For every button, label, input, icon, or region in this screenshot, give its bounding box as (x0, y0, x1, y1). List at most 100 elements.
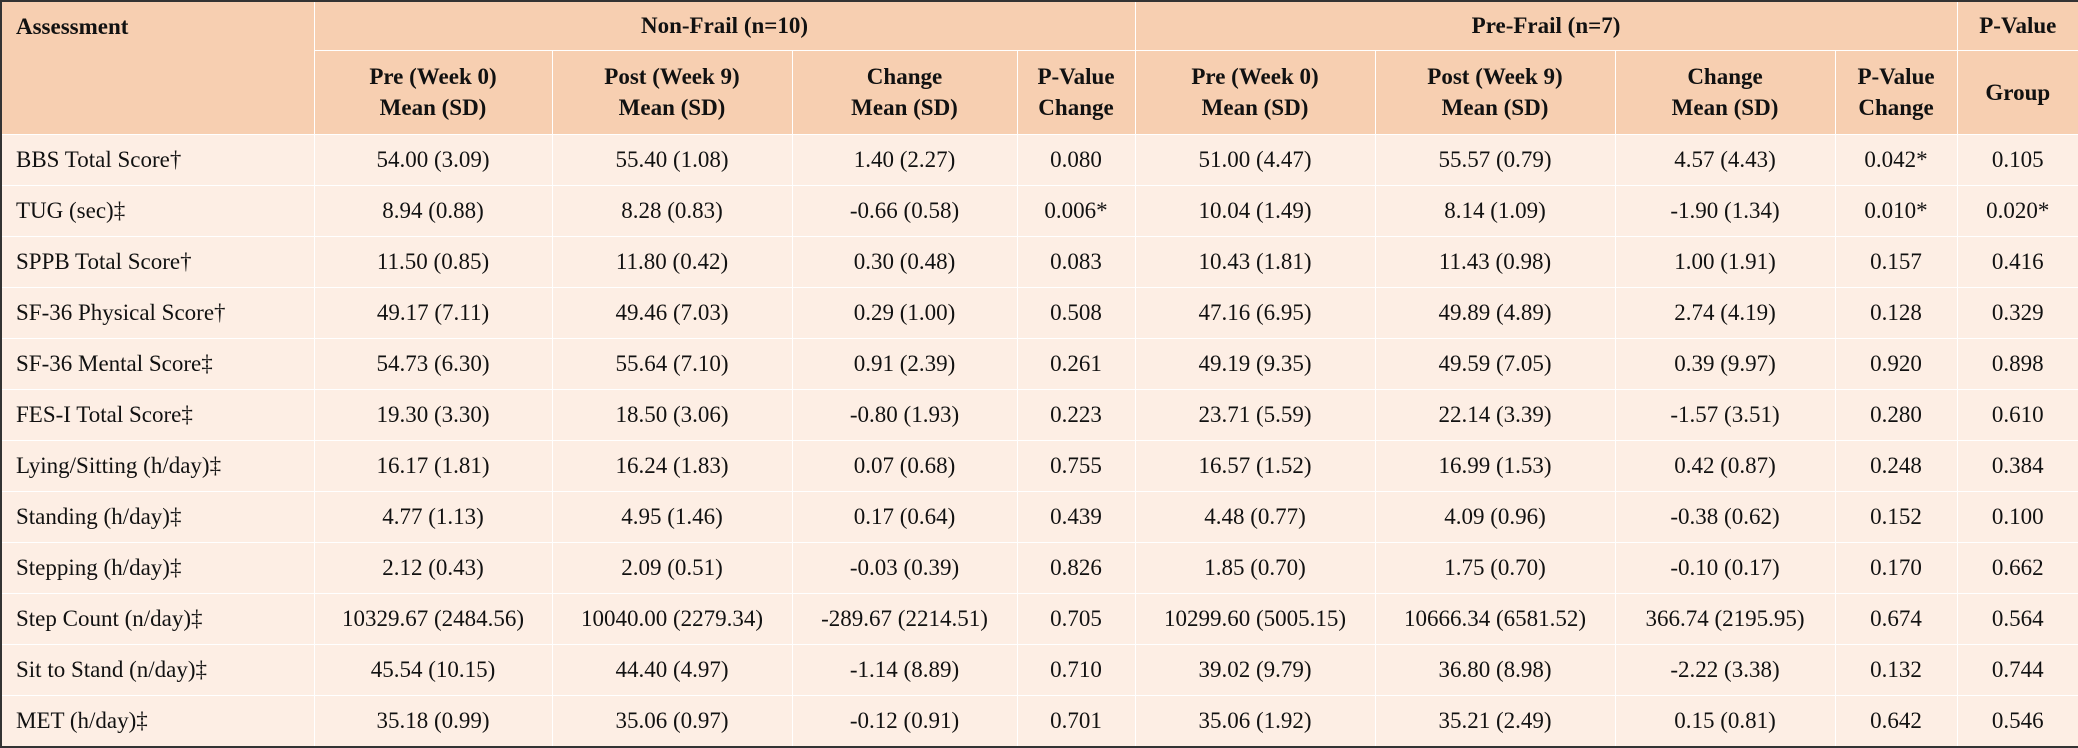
table-cell: -0.38 (0.62) (1614, 491, 1836, 544)
table-cell: 10299.60 (5005.15) (1134, 593, 1376, 646)
non-frail-change-header: Change Mean (SD) (791, 49, 1018, 135)
table-cell: 0.42 (0.87) (1614, 439, 1836, 493)
table-cell: 0.170 (1834, 542, 1958, 595)
table-cell: -0.12 (0.91) (791, 695, 1018, 748)
table-cell: 0.701 (1016, 695, 1136, 748)
table-cell: 0.152 (1834, 491, 1958, 544)
table-row: MET (h/day)‡ 35.18 (0.99) 35.06 (0.97) -0.1… (0, 695, 2078, 748)
table-row: Stepping (h/day)‡ 2.12 (0.43) 2.09 (0.51) -… (0, 542, 2078, 595)
table-cell: 22.14 (3.39) (1374, 388, 1616, 441)
table-row: Lying/Sitting (h/day)‡ 16.17 (1.81) 16.24 … (0, 439, 2078, 493)
table-cell: 49.17 (7.11) (313, 286, 553, 339)
row-label: MET (h/day)‡ (0, 695, 315, 748)
table-cell: 0.91 (2.39) (791, 337, 1018, 390)
table-cell: 0.329 (1956, 286, 2078, 339)
table-cell: 2.09 (0.51) (551, 542, 793, 595)
row-label: BBS Total Score† (0, 133, 315, 186)
row-label: Lying/Sitting (h/day)‡ (0, 439, 315, 493)
table-cell: 0.546 (1956, 695, 2078, 748)
table-cell: 35.06 (1.92) (1134, 695, 1376, 748)
table-cell: -289.67 (2214.51) (791, 593, 1018, 646)
table-cell: 36.80 (8.98) (1374, 644, 1616, 697)
table-cell: 0.439 (1016, 491, 1136, 544)
table-cell: 0.223 (1016, 388, 1136, 441)
table-cell: 54.00 (3.09) (313, 133, 553, 186)
table-cell: 49.19 (9.35) (1134, 337, 1376, 390)
table-cell: 0.15 (0.81) (1614, 695, 1836, 748)
table-cell: 1.40 (2.27) (791, 133, 1018, 186)
table-cell: 35.18 (0.99) (313, 695, 553, 748)
table-row: BBS Total Score† 54.00 (3.09) 55.40 (1.08)… (0, 133, 2078, 186)
table-cell: 49.89 (4.89) (1374, 286, 1616, 339)
table-cell: 16.24 (1.83) (551, 439, 793, 493)
table-cell: 0.042* (1834, 133, 1958, 186)
table-cell: 0.280 (1834, 388, 1958, 441)
table-row: SPPB Total Score† 11.50 (0.85) 11.80 (0.42… (0, 235, 2078, 288)
table-cell: 0.826 (1016, 542, 1136, 595)
table-cell: 0.083 (1016, 235, 1136, 288)
table-cell: 11.80 (0.42) (551, 235, 793, 288)
table-cell: 45.54 (10.15) (313, 644, 553, 697)
table-cell: 0.261 (1016, 337, 1136, 390)
pre-frail-pvalue-header: P-Value Change (1834, 49, 1958, 135)
row-label: Standing (h/day)‡ (0, 491, 315, 544)
p-value-header: P-Value (1956, 0, 2078, 51)
row-label: SF-36 Mental Score‡ (0, 337, 315, 390)
row-label: FES-I Total Score‡ (0, 388, 315, 441)
table-row: SF-36 Physical Score† 49.17 (7.11) 49.46 (… (0, 286, 2078, 339)
table-cell: 0.07 (0.68) (791, 439, 1018, 493)
table-cell: 35.06 (0.97) (551, 695, 793, 748)
table-cell: 16.57 (1.52) (1134, 439, 1376, 493)
table-cell: 0.39 (9.97) (1614, 337, 1836, 390)
table-cell: 0.132 (1834, 644, 1958, 697)
table-cell: 0.755 (1016, 439, 1136, 493)
pre-frail-header: Pre-Frail (n=7) (1134, 0, 1958, 51)
table-cell: 55.64 (7.10) (551, 337, 793, 390)
table-cell: 2.74 (4.19) (1614, 286, 1836, 339)
table-cell: 0.100 (1956, 491, 2078, 544)
table-cell: -0.66 (0.58) (791, 184, 1018, 237)
table-header: Assessment Non-Frail (n=10) Pre-Frail (n… (0, 0, 2078, 135)
table-cell: 0.128 (1834, 286, 1958, 339)
table-cell: 1.75 (0.70) (1374, 542, 1616, 595)
table-cell: 16.17 (1.81) (313, 439, 553, 493)
table-cell: 10.43 (1.81) (1134, 235, 1376, 288)
table-cell: 0.508 (1016, 286, 1136, 339)
table-cell: 0.674 (1834, 593, 1958, 646)
table-cell: -0.80 (1.93) (791, 388, 1018, 441)
table-cell: 49.59 (7.05) (1374, 337, 1616, 390)
table-cell: 0.920 (1834, 337, 1958, 390)
table-cell: 0.29 (1.00) (791, 286, 1018, 339)
pre-frail-pre-header: Pre (Week 0) Mean (SD) (1134, 49, 1376, 135)
table-cell: -1.14 (8.89) (791, 644, 1018, 697)
table-cell: -1.90 (1.34) (1614, 184, 1836, 237)
table-cell: 2.12 (0.43) (313, 542, 553, 595)
table-row: TUG (sec)‡ 8.94 (0.88) 8.28 (0.83) -0.66 (0… (0, 184, 2078, 237)
table-cell: 4.09 (0.96) (1374, 491, 1616, 544)
table-cell: 44.40 (4.97) (551, 644, 793, 697)
table-cell: 4.57 (4.43) (1614, 133, 1836, 186)
table-cell: 19.30 (3.30) (313, 388, 553, 441)
table-cell: 47.16 (6.95) (1134, 286, 1376, 339)
table-cell: 10666.34 (6581.52) (1374, 593, 1616, 646)
table-cell: 16.99 (1.53) (1374, 439, 1616, 493)
table-cell: -0.10 (0.17) (1614, 542, 1836, 595)
table-cell: 4.77 (1.13) (313, 491, 553, 544)
table-cell: 0.010* (1834, 184, 1958, 237)
table-cell: 0.610 (1956, 388, 2078, 441)
table-row: Sit to Stand (n/day)‡ 45.54 (10.15) 44.40 … (0, 644, 2078, 697)
table-cell: 0.105 (1956, 133, 2078, 186)
table-cell: 0.744 (1956, 644, 2078, 697)
table-cell: 8.28 (0.83) (551, 184, 793, 237)
row-label: TUG (sec)‡ (0, 184, 315, 237)
table-cell: 1.85 (0.70) (1134, 542, 1376, 595)
table-cell: 0.384 (1956, 439, 2078, 493)
table-cell: 0.17 (0.64) (791, 491, 1018, 544)
table-cell: 0.157 (1834, 235, 1958, 288)
row-label: Step Count (n/day)‡ (0, 593, 315, 646)
table-cell: 4.95 (1.46) (551, 491, 793, 544)
pre-frail-post-header: Post (Week 9) Mean (SD) (1374, 49, 1616, 135)
table-cell: 0.710 (1016, 644, 1136, 697)
table-cell: 0.705 (1016, 593, 1136, 646)
